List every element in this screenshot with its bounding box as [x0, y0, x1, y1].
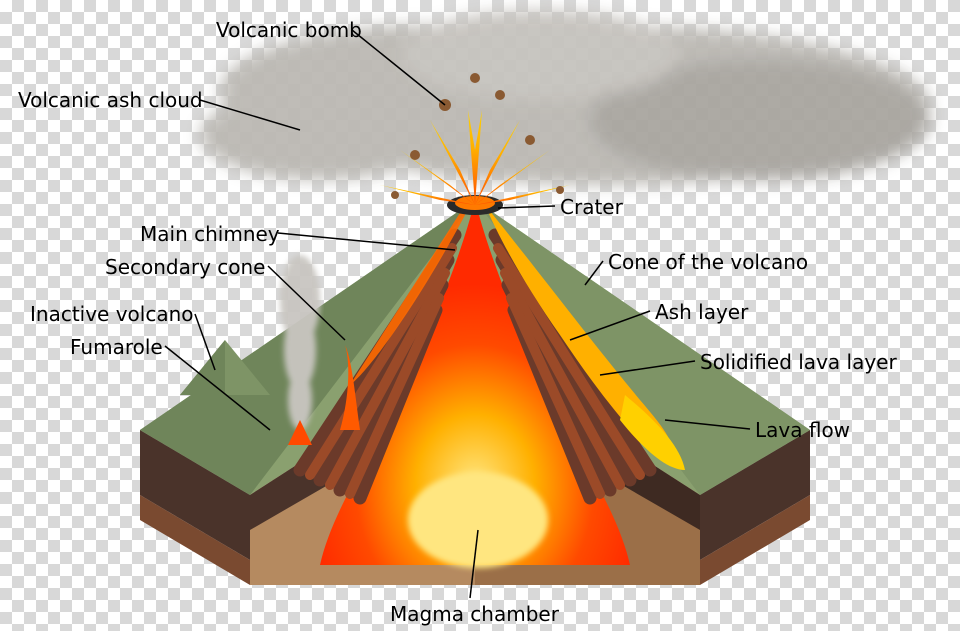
ash-cloud — [200, 10, 930, 185]
volcano-diagram — [0, 0, 960, 631]
